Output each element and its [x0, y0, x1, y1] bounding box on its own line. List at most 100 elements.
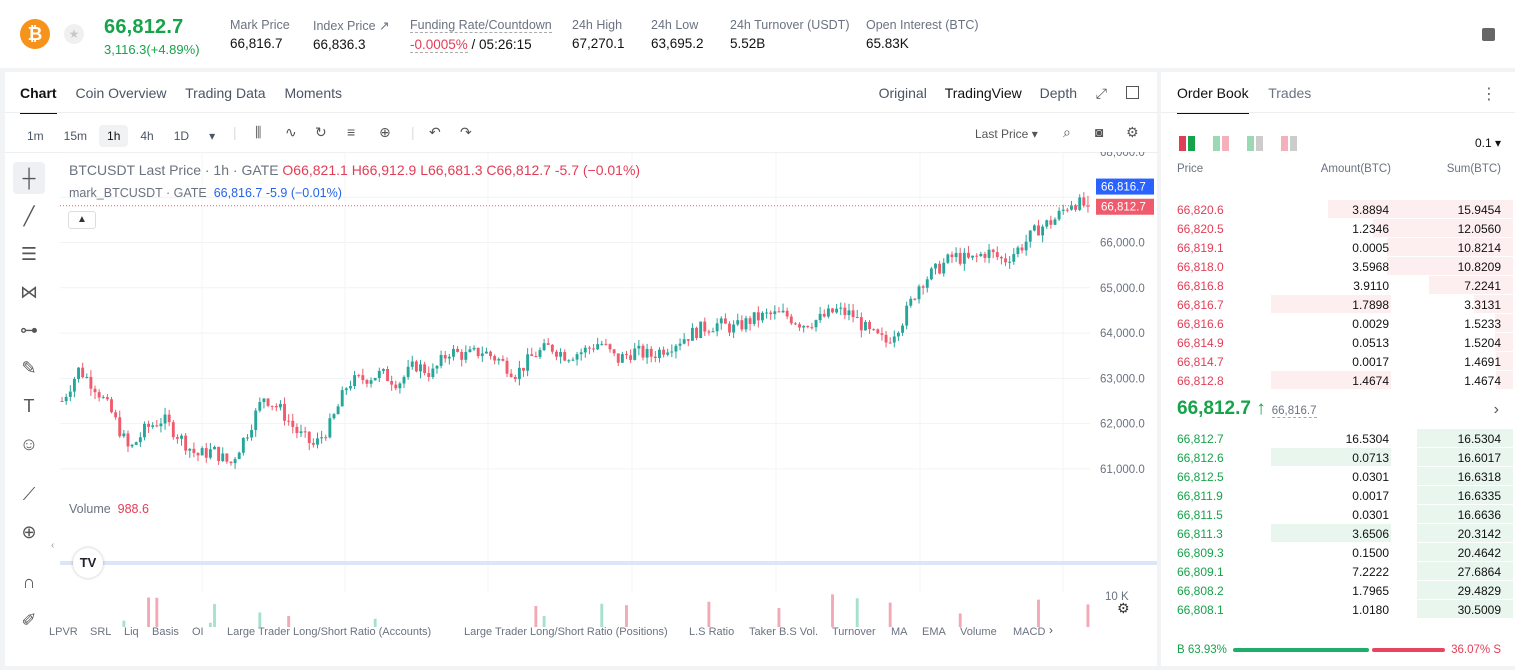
indicator-ema[interactable]: EMA — [922, 626, 946, 638]
ask-row[interactable]: 66,819.1 0.0005 10.8214 — [1161, 238, 1515, 257]
stat-index-price[interactable]: Index Price ↗ 66,836.3 — [313, 19, 390, 52]
tab-depth[interactable]: Depth — [1039, 85, 1077, 101]
undo-icon[interactable]: ↶ — [429, 124, 441, 140]
redo-icon[interactable]: ↷ — [460, 124, 472, 140]
trend-line-icon[interactable]: ╱ — [23, 206, 35, 226]
candle — [575, 354, 579, 360]
tab-coin-overview[interactable]: Coin Overview — [75, 85, 167, 101]
indicator-taker-b-s-vol-[interactable]: Taker B.S Vol. — [749, 626, 819, 638]
bid-row[interactable]: 66,811.3 3.6506 20.3142 — [1161, 524, 1515, 543]
camera-icon[interactable]: ◙ — [1095, 124, 1104, 140]
ask-row[interactable]: 66,816.6 0.0029 1.5233 — [1161, 314, 1515, 333]
magnet-icon[interactable]: ∩ — [22, 572, 36, 592]
ask-row[interactable]: 66,816.7 1.7898 3.3131 — [1161, 295, 1515, 314]
ask-row[interactable]: 66,818.0 3.5968 10.8209 — [1161, 257, 1515, 276]
interval-15m[interactable]: 15m — [63, 129, 88, 143]
tradingview-logo-icon[interactable]: TV — [73, 548, 103, 578]
bid-row[interactable]: 66,808.1 1.0180 30.5009 — [1161, 600, 1515, 619]
fib-icon[interactable]: ⊶ — [20, 320, 38, 340]
chart-settings-icon[interactable]: ⚙ — [1117, 600, 1130, 616]
tab-chart[interactable]: Chart — [20, 85, 57, 114]
candle — [196, 453, 200, 456]
tab-order-book[interactable]: Order Book — [1177, 85, 1249, 114]
indicator-ma[interactable]: MA — [891, 626, 908, 638]
indicator-l-s-ratio[interactable]: L.S Ratio — [689, 626, 735, 638]
tab-trades[interactable]: Trades — [1268, 85, 1312, 101]
indicator-volume[interactable]: Volume — [960, 626, 997, 638]
view-alt-icon[interactable] — [1281, 136, 1297, 151]
row-sum: 20.4642 — [1457, 546, 1501, 560]
candle — [563, 352, 567, 361]
bid-row[interactable]: 66,812.7 16.5304 16.5304 — [1161, 429, 1515, 448]
ask-row[interactable]: 66,812.8 1.4674 1.4674 — [1161, 371, 1515, 390]
indicator-srl[interactable]: SRL — [90, 626, 112, 638]
stat-funding-rate[interactable]: Funding Rate/Countdown -0.0005% / 05:26:1… — [410, 18, 552, 53]
indicator-turnover[interactable]: Turnover — [832, 626, 876, 638]
ask-row[interactable]: 66,816.8 3.9110 7.2241 — [1161, 276, 1515, 295]
view-asks-icon[interactable] — [1247, 136, 1263, 151]
fullscreen-icon[interactable]: ⤢ — [1095, 85, 1107, 101]
candle — [802, 325, 806, 328]
bid-row[interactable]: 66,811.9 0.0017 16.6335 — [1161, 486, 1515, 505]
tab-tradingview[interactable]: TradingView — [944, 85, 1022, 101]
interval-dropdown-icon[interactable]: ▾ — [209, 129, 216, 143]
text-tool-icon[interactable]: T — [23, 396, 35, 416]
template-icon[interactable]: ≡ — [347, 124, 356, 140]
mid-price[interactable]: 66,812.7 ↑ 66,816.7 — [1177, 398, 1317, 419]
tab-trading-data[interactable]: Trading Data — [185, 85, 266, 101]
ask-row[interactable]: 66,820.5 1.2346 12.0560 — [1161, 219, 1515, 238]
ask-row[interactable]: 66,814.7 0.0017 1.4691 — [1161, 352, 1515, 371]
interval-1d[interactable]: 1D — [173, 129, 190, 143]
search-icon[interactable]: ⌕ — [1063, 124, 1071, 140]
favorite-star-icon[interactable]: ★ — [64, 24, 84, 44]
indicator-macd[interactable]: MACD — [1013, 626, 1046, 638]
interval-1h[interactable]: 1h — [99, 125, 129, 147]
collapse-legend-button[interactable]: ▲ — [68, 211, 96, 229]
tab-original[interactable]: Original — [878, 85, 927, 101]
ask-row[interactable]: 66,820.6 3.8894 15.9454 — [1161, 200, 1515, 219]
zoom-in-icon[interactable]: ⊕ — [21, 522, 37, 542]
volume-bar — [855, 598, 859, 627]
volume-bar — [373, 618, 377, 627]
brush-icon[interactable]: ✎ — [21, 358, 37, 378]
indicator-oi[interactable]: OI — [192, 626, 204, 638]
bid-row[interactable]: 66,809.3 0.1500 20.4642 — [1161, 543, 1515, 562]
indicator-scroll-right-icon[interactable]: › — [1049, 623, 1053, 637]
compare-icon[interactable]: ↻ — [315, 124, 327, 140]
price-source-select[interactable]: Last Price ▾ — [975, 127, 1038, 141]
bid-row[interactable]: 66,808.2 1.7965 29.4829 — [1161, 581, 1515, 600]
indicator-liq[interactable]: Liq — [124, 626, 139, 638]
settings-gear-icon[interactable]: ⚙ — [1126, 124, 1139, 140]
view-both-icon[interactable] — [1179, 136, 1195, 151]
add-alert-icon[interactable]: ⊕ — [379, 124, 391, 140]
bid-row[interactable]: 66,809.1 7.2222 27.6864 — [1161, 562, 1515, 581]
scroll-left-icon[interactable]: ‹ — [51, 540, 55, 551]
ask-row[interactable]: 66,814.9 0.0513 1.5204 — [1161, 333, 1515, 352]
horizontal-lines-icon[interactable]: ☰ — [20, 244, 38, 264]
chevron-right-icon[interactable]: › — [1493, 401, 1499, 418]
emoji-icon[interactable]: ☺ — [19, 434, 39, 454]
indicator-large-trader-long-short-ratio-accounts-[interactable]: Large Trader Long/Short Ratio (Accounts) — [227, 626, 432, 638]
indicator-large-trader-long-short-ratio-positions-[interactable]: Large Trader Long/Short Ratio (Positions… — [464, 626, 668, 638]
indicators-icon[interactable]: ∿ — [285, 124, 297, 140]
candle-type-icon[interactable]: ⫼ — [255, 124, 262, 140]
ruler-icon[interactable]: ⟋ — [22, 484, 36, 504]
tab-moments[interactable]: Moments — [284, 85, 343, 101]
interval-1m[interactable]: 1m — [27, 129, 44, 143]
lock-drawing-icon[interactable]: ✐ — [21, 610, 37, 630]
book-icon[interactable] — [1482, 28, 1495, 41]
indicator-lpvr[interactable]: LPVR — [49, 626, 78, 638]
more-options-icon[interactable]: ⋮ — [1481, 86, 1497, 103]
maximize-icon[interactable] — [1126, 86, 1139, 99]
bid-row[interactable]: 66,812.5 0.0301 16.6318 — [1161, 467, 1515, 486]
indicator-basis[interactable]: Basis — [152, 626, 179, 638]
interval-4h[interactable]: 4h — [140, 129, 154, 143]
bid-row[interactable]: 66,812.6 0.0713 16.6017 — [1161, 448, 1515, 467]
bid-row[interactable]: 66,811.5 0.0301 16.6636 — [1161, 505, 1515, 524]
precision-select[interactable]: 0.1 ▾ — [1474, 136, 1501, 150]
pattern-icon[interactable]: ⋈ — [20, 282, 38, 302]
candlestick-chart[interactable]: 68,000.0 66,000.0 65,000.0 64,000.0 63,000.0… — [60, 152, 1157, 627]
view-bids-icon[interactable] — [1213, 136, 1229, 151]
divider — [5, 112, 1157, 113]
crosshair-icon[interactable]: ┼ — [13, 162, 45, 194]
